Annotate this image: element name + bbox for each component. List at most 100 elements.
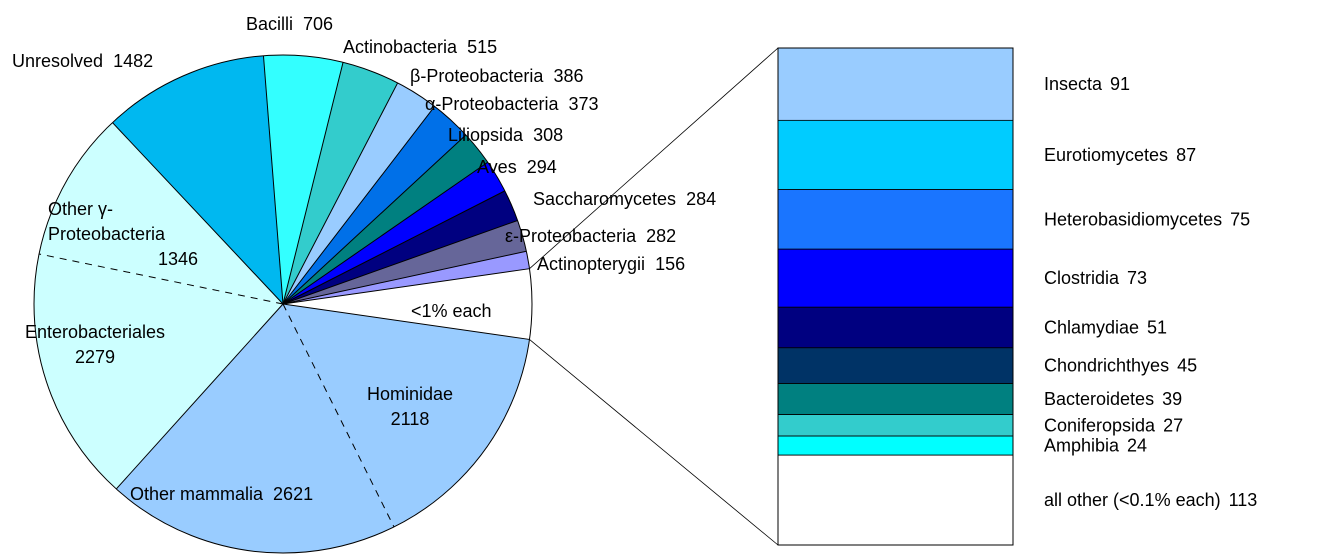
- pie-slice: [283, 190, 518, 304]
- value-label: 2279: [74, 347, 116, 367]
- segment-label: Bacteroidetes 39: [1044, 389, 1182, 409]
- bar-segment: [777, 414, 1014, 437]
- value-label: 91: [1110, 74, 1130, 94]
- value-label: 73: [1127, 268, 1147, 288]
- pie-label: Actinobacteria 515: [343, 35, 497, 60]
- category-label: <1% each: [411, 301, 492, 321]
- category-label: Clostridia: [1044, 268, 1120, 288]
- slice-border: [282, 268, 530, 305]
- category-label: Chondrichthyes: [1044, 355, 1169, 375]
- value-label: 2621: [273, 484, 314, 504]
- category-label: Amphibia: [1044, 435, 1120, 455]
- category-label: Hominidae: [366, 384, 454, 404]
- segment-label: Amphibia 24: [1044, 435, 1147, 455]
- pie-label: β-Proteobacteria 386: [410, 64, 583, 89]
- pie-label: α-Proteobacteria 373: [425, 92, 599, 117]
- category-label: Coniferopsida: [1044, 415, 1156, 435]
- bar-segment: [777, 47, 1014, 121]
- value-label: 515: [467, 37, 498, 57]
- slice-border: [112, 122, 284, 305]
- value-label: 51: [1147, 317, 1167, 337]
- category-label: Liliopsida: [448, 125, 524, 145]
- pie-slice: [33, 253, 283, 489]
- slice-border: [282, 190, 506, 305]
- pie-label: <1% each: [411, 299, 492, 324]
- value-label: 1482: [113, 51, 154, 71]
- value-label: 27: [1163, 415, 1183, 435]
- category-label: α-Proteobacteria: [425, 94, 559, 114]
- pie-slice: [283, 134, 488, 304]
- value-label: 39: [1162, 389, 1182, 409]
- connector-line: [529, 339, 779, 546]
- slice-border: [282, 250, 527, 305]
- category-label: Chlamydiae: [1044, 317, 1139, 337]
- value-label: 294: [526, 157, 557, 177]
- value-label: 75: [1230, 209, 1250, 229]
- slice-border: [282, 303, 395, 528]
- bar-segment: [777, 248, 1014, 308]
- category-label: Insecta: [1044, 74, 1103, 94]
- bar-segment: [777, 119, 1014, 190]
- value-label: 156: [655, 254, 686, 274]
- category-label: Other mammalia: [130, 484, 264, 504]
- value-label: 373: [568, 94, 599, 114]
- value-label: 24: [1127, 435, 1147, 455]
- category-label: Aves: [477, 157, 517, 177]
- pie-slice: [283, 162, 505, 304]
- bar-segment: [777, 189, 1014, 250]
- bar-segment: [777, 347, 1014, 384]
- bar-segment: [777, 383, 1014, 415]
- value-label: 386: [553, 66, 584, 86]
- pie-slice: [116, 304, 394, 553]
- pie-label: Unresolved 1482: [12, 49, 153, 74]
- slice-border: [282, 303, 530, 340]
- pie-slice: [283, 82, 435, 304]
- pie-label: Saccharomycetes 284: [533, 187, 716, 212]
- category-label: Other γ-Proteobacteria: [48, 199, 166, 244]
- segment-label: all other (<0.1% each) 113: [1044, 490, 1257, 510]
- pie-label: ε-Proteobacteria 282: [505, 224, 676, 249]
- pie-outline: [33, 54, 533, 554]
- pie-label: Bacilli 706: [246, 12, 333, 37]
- category-label: Heterobasidiomycetes: [1044, 209, 1222, 229]
- value-label: 45: [1177, 355, 1197, 375]
- segment-label: Insecta 91: [1044, 74, 1130, 94]
- segment-label: Eurotiomycetes 87: [1044, 145, 1196, 165]
- bar-outline: [777, 47, 1014, 546]
- value-label: 282: [646, 226, 677, 246]
- segment-label: Heterobasidiomycetes 75: [1044, 209, 1250, 229]
- category-label: Actinobacteria: [343, 37, 458, 57]
- pie-label: Other γ-Proteobacteria 1346: [48, 197, 238, 272]
- pie-slice: [283, 62, 398, 305]
- slice-border: [282, 82, 399, 305]
- category-label: Saccharomycetes: [533, 189, 677, 209]
- value-label: 706: [303, 14, 334, 34]
- bar-segment: [777, 306, 1014, 349]
- segment-label: Clostridia 73: [1044, 268, 1147, 288]
- segment-label: Chlamydiae 51: [1044, 317, 1167, 337]
- value-label: 113: [1229, 490, 1258, 510]
- category-label: Actinopterygii: [537, 254, 646, 274]
- slice-border: [282, 161, 488, 305]
- value-label: 308: [533, 125, 564, 145]
- category-label: β-Proteobacteria: [410, 66, 544, 86]
- value-label: 2118: [390, 409, 430, 429]
- slice-border: [115, 303, 284, 490]
- slice-border: [262, 55, 284, 305]
- value-label: 1346: [157, 249, 198, 269]
- segment-label: Coniferopsida 27: [1044, 415, 1183, 435]
- pie-slice: [283, 106, 466, 305]
- category-label: Enterobacteriales: [24, 322, 166, 342]
- segment-label: Chondrichthyes 45: [1044, 355, 1197, 375]
- slice-border: [282, 220, 518, 305]
- connector-line: [529, 47, 779, 269]
- category-label: Unresolved: [12, 51, 104, 71]
- slice-border: [282, 134, 467, 305]
- category-label: Eurotiomycetes: [1044, 145, 1168, 165]
- value-label: 87: [1176, 145, 1196, 165]
- category-label: Bacteroidetes: [1044, 389, 1154, 409]
- pie-label: Aves 294: [477, 155, 557, 180]
- pie-label: Actinopterygii 156: [537, 252, 685, 277]
- pie-slice: [283, 268, 532, 340]
